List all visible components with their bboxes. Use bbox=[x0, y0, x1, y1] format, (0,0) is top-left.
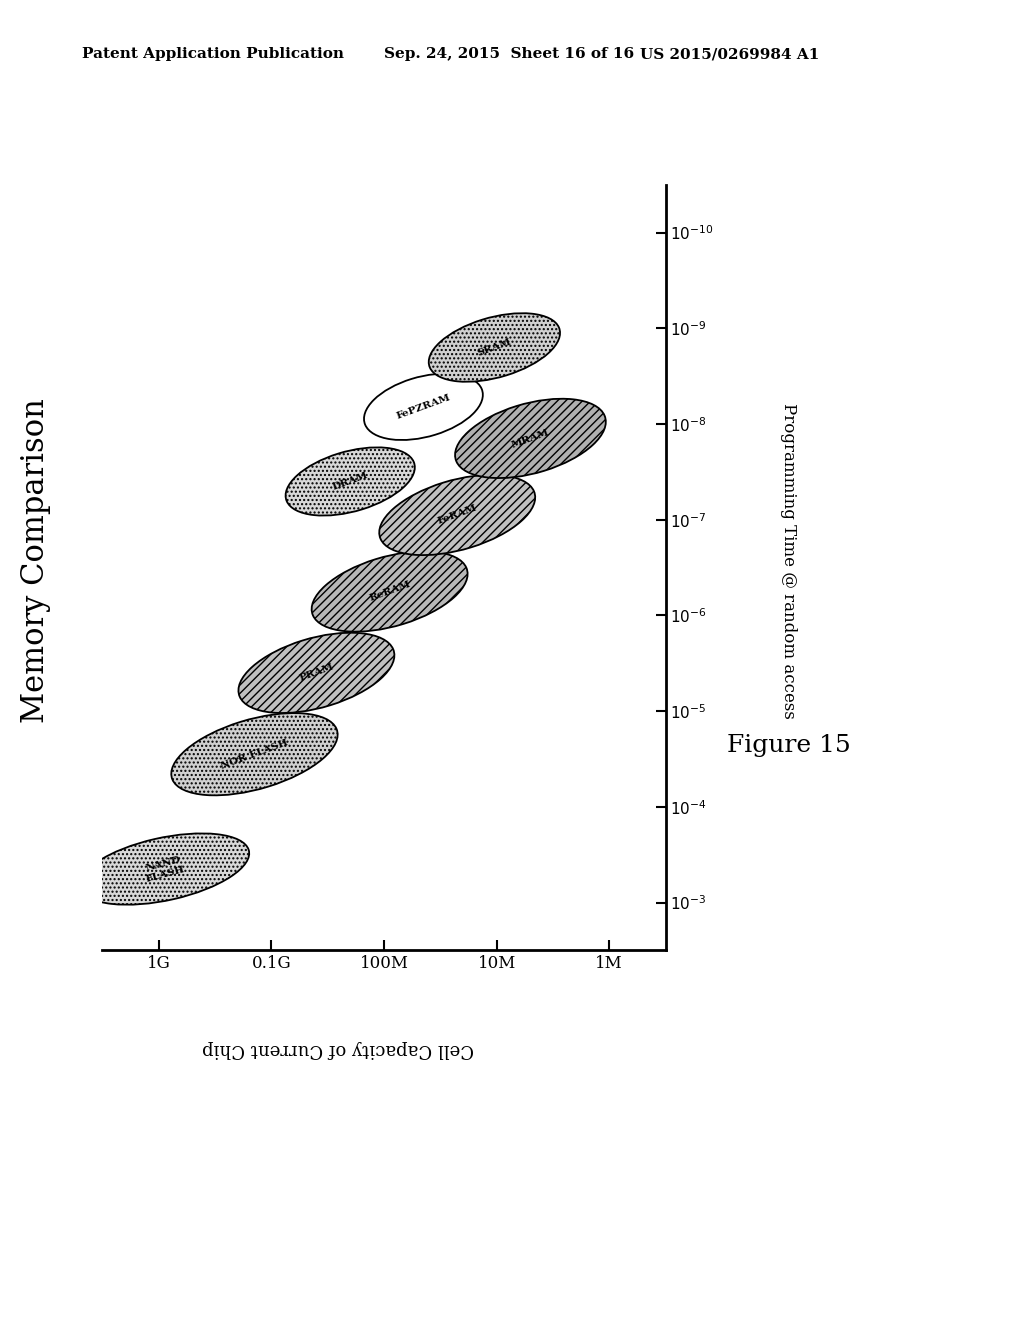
Ellipse shape bbox=[239, 632, 394, 713]
Ellipse shape bbox=[379, 475, 536, 556]
Text: Memory Comparison: Memory Comparison bbox=[20, 399, 51, 723]
Text: FePZRAM: FePZRAM bbox=[395, 393, 452, 421]
Text: Sep. 24, 2015  Sheet 16 of 16: Sep. 24, 2015 Sheet 16 of 16 bbox=[384, 48, 634, 61]
Text: Patent Application Publication: Patent Application Publication bbox=[82, 48, 344, 61]
Text: NOR FLASH: NOR FLASH bbox=[219, 738, 290, 771]
Text: Programming Time @ random access: Programming Time @ random access bbox=[780, 403, 797, 719]
Text: PRAM: PRAM bbox=[298, 663, 335, 684]
Ellipse shape bbox=[80, 833, 249, 904]
Text: Figure 15: Figure 15 bbox=[727, 734, 850, 758]
Ellipse shape bbox=[171, 713, 338, 796]
Text: MRAM: MRAM bbox=[510, 428, 551, 449]
Ellipse shape bbox=[455, 399, 606, 478]
Text: DRAM: DRAM bbox=[331, 471, 370, 492]
Text: SRAM: SRAM bbox=[476, 337, 513, 358]
Ellipse shape bbox=[429, 313, 560, 381]
Text: US 2015/0269984 A1: US 2015/0269984 A1 bbox=[640, 48, 819, 61]
Text: FeRAM: FeRAM bbox=[436, 504, 478, 527]
Text: NAND
FLASH: NAND FLASH bbox=[142, 854, 186, 883]
Ellipse shape bbox=[286, 447, 415, 516]
Ellipse shape bbox=[364, 374, 483, 440]
Text: ReRAM: ReRAM bbox=[368, 579, 412, 603]
Ellipse shape bbox=[311, 552, 468, 632]
Text: Cell Capacity of Current Chip: Cell Capacity of Current Chip bbox=[202, 1040, 474, 1059]
